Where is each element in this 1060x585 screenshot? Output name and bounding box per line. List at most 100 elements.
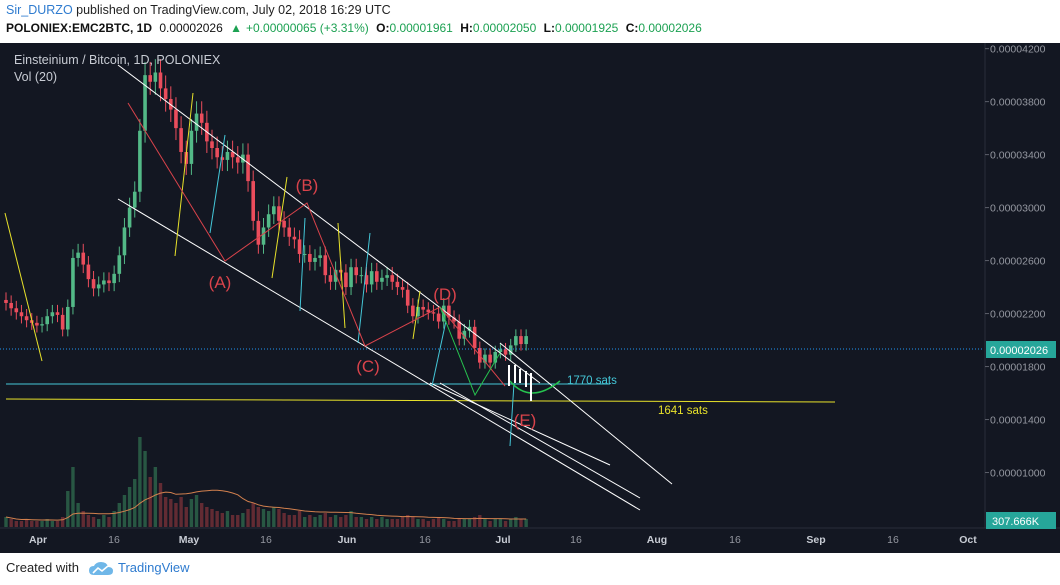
candle-body (86, 264, 91, 280)
volume-bar (277, 509, 281, 527)
candle-body (96, 284, 101, 289)
volume-bar (493, 519, 497, 527)
volume-bar (76, 503, 80, 527)
volume-bar (462, 519, 467, 527)
wave-label: (B) (296, 176, 319, 195)
volume-tag-text: 307.666K (992, 516, 1040, 528)
candle-body (431, 312, 436, 314)
candle-body (514, 336, 518, 346)
volume-bar (354, 517, 358, 527)
volume-bar (359, 517, 364, 527)
candle-body (452, 317, 456, 322)
level-1641-line (5, 398, 836, 403)
cyan-wave-line (431, 320, 447, 387)
wave-label: (A) (209, 273, 232, 292)
price-chart[interactable]: 0.00004200 0.00003800 0.00003400 0.00003000… (0, 43, 1060, 553)
author-link[interactable]: Sir_DURZO (6, 3, 73, 17)
candle-body (508, 345, 513, 355)
volume-bar (421, 519, 425, 527)
candle-body (138, 130, 142, 192)
volume-bar (174, 503, 178, 527)
volume-bar (426, 521, 430, 527)
chart-legend-title: Einsteinium / Bitcoin, 1D, POLONIEX (14, 53, 221, 67)
published-text: published on TradingView.com, July 02, 2… (76, 3, 391, 17)
volume-bar (364, 519, 369, 527)
volume-bar (230, 515, 235, 527)
x-tick-label: Oct (959, 534, 977, 546)
candle-body (194, 113, 199, 131)
candle-body (503, 349, 508, 355)
candle-body (524, 336, 528, 345)
candle-body (411, 305, 415, 317)
volume-bar (45, 519, 49, 527)
candle-body (447, 305, 451, 318)
volume-bar (323, 513, 327, 527)
candle-body (76, 252, 80, 258)
candle-body (302, 253, 307, 255)
volume-bar (292, 515, 297, 527)
candle-body (246, 154, 250, 182)
volume-bar (55, 521, 60, 527)
candle-body (261, 227, 266, 245)
candle-body (225, 151, 230, 160)
volume-bar (266, 511, 271, 527)
volume-bar (488, 521, 492, 527)
candle-body (19, 312, 24, 317)
x-tick-label: Jul (495, 534, 510, 546)
y-tick-label: 0.00001000 (990, 468, 1046, 480)
volume-bar (143, 451, 147, 527)
x-tick-label: 16 (419, 534, 431, 546)
chart-area[interactable]: 0.00004200 0.00003800 0.00003400 0.00003000… (0, 43, 1060, 553)
x-tick-label: May (179, 534, 200, 546)
candle-body (272, 206, 276, 215)
volume-bar (81, 511, 85, 527)
candle-body (462, 330, 467, 339)
candle-body (102, 280, 106, 285)
candle-body (287, 227, 292, 237)
volume-bar (467, 519, 472, 527)
candle-body (220, 157, 225, 160)
wave-label: (C) (356, 357, 380, 376)
volume-bar (189, 499, 194, 527)
volume-bar (86, 515, 91, 527)
candle-body (66, 306, 70, 330)
volume-bar (112, 511, 116, 527)
volume-bar (436, 517, 441, 527)
candle-body (199, 113, 204, 123)
channel-trend-line (439, 382, 641, 499)
volume-bar (390, 519, 394, 527)
candle-body (60, 314, 65, 330)
volume-bar (524, 519, 528, 527)
candle-body (107, 280, 111, 284)
candle-body (81, 252, 86, 265)
candle-body (55, 312, 60, 315)
yellow-wave-line (4, 212, 43, 362)
volume-bar (102, 515, 106, 527)
volume-bar (19, 521, 24, 527)
candle-body (395, 281, 400, 288)
volume-bar (71, 467, 75, 527)
volume-tag (986, 512, 1056, 529)
volume-bar (133, 479, 137, 527)
x-tick-label: 16 (887, 534, 899, 546)
candle-body (40, 324, 44, 326)
candle-body (251, 181, 255, 221)
y-tick-label: 0.00001400 (990, 415, 1046, 427)
y-tick-label: 0.00003400 (990, 150, 1046, 162)
volume-bar (236, 515, 240, 527)
volume-bar (472, 517, 477, 527)
tradingview-link[interactable]: TradingView (118, 560, 190, 575)
candle-body (344, 272, 348, 288)
candle-body (9, 302, 13, 309)
volume-bar (127, 487, 132, 527)
candle-body (349, 267, 353, 288)
volume-bar (158, 483, 163, 527)
candle-body (256, 220, 261, 245)
yellow-wave-line (174, 92, 194, 257)
volume-bar (272, 507, 276, 527)
volume-bar (344, 515, 348, 527)
open-label: O: (376, 21, 390, 35)
candle-body (421, 306, 425, 310)
cyan-wave-line (209, 134, 226, 234)
volume-bar (256, 507, 261, 527)
